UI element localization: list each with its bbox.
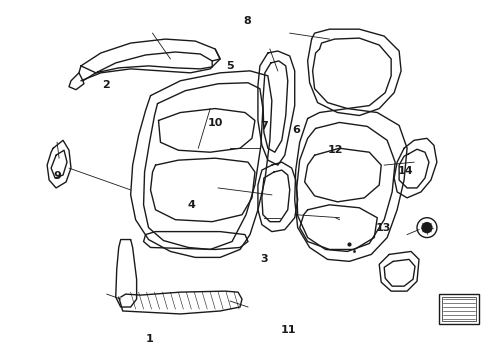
Text: 10: 10 [208,118,223,128]
Text: 6: 6 [292,125,300,135]
Text: 1: 1 [146,334,154,344]
Text: 3: 3 [261,253,269,264]
Bar [439,294,479,324]
Text: 8: 8 [244,16,251,26]
Text: 5: 5 [226,61,234,71]
Text: 13: 13 [376,223,392,233]
Circle shape [422,223,432,233]
Bar [442,297,476,321]
Text: 9: 9 [53,171,61,181]
Text: 12: 12 [327,145,343,155]
Text: 7: 7 [261,121,269,131]
Text: 11: 11 [281,325,296,335]
Text: 2: 2 [102,80,110,90]
Text: 14: 14 [398,166,414,176]
Text: 4: 4 [188,200,196,210]
